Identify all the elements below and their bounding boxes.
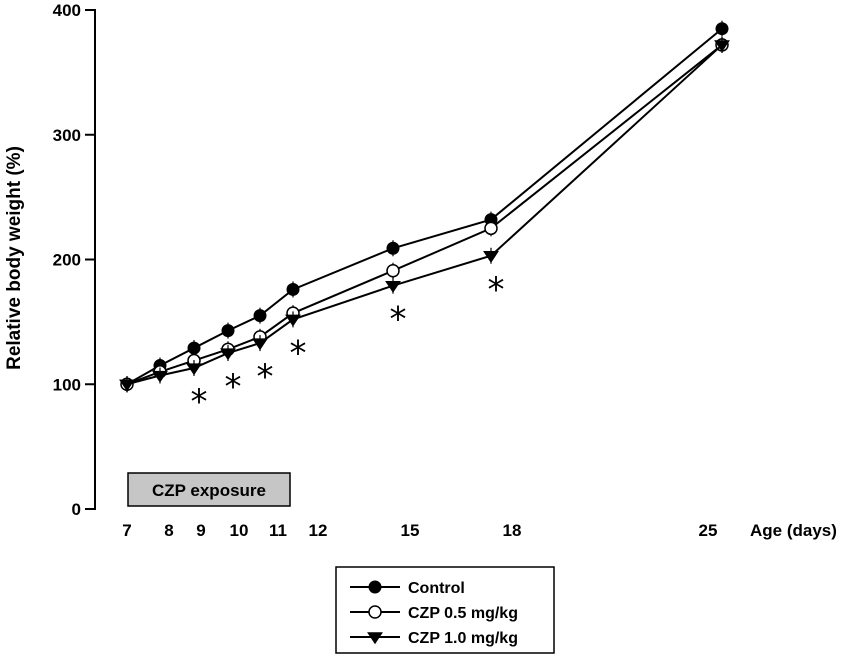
data-point-0-4 xyxy=(253,309,267,323)
data-point-0-3 xyxy=(221,324,235,338)
x-tick-label-15: 15 xyxy=(401,521,420,540)
data-point-2-8 xyxy=(714,40,730,53)
y-tick-label-200: 200 xyxy=(53,251,81,270)
significance-marker-12: * xyxy=(290,333,307,373)
data-point-1-6 xyxy=(386,263,400,278)
exposure-box-group: CZP exposure xyxy=(127,472,291,507)
y-tick-label-300: 300 xyxy=(53,126,81,145)
legend-group: Control CZP 0.5 mg/kg CZP 1.0 mg/kg xyxy=(335,566,555,654)
data-point-0-6 xyxy=(386,241,400,255)
x-tick-label-8: 8 xyxy=(164,521,173,540)
exposure-box xyxy=(127,472,291,507)
y-axis-title: Relative body weight (%) xyxy=(4,146,25,370)
legend-marker-1 xyxy=(368,605,382,619)
data-point-2-2 xyxy=(186,363,202,376)
x-tick-label-25: 25 xyxy=(699,521,718,540)
significance-marker-11: * xyxy=(257,357,274,397)
x-tick-label-10: 10 xyxy=(230,521,249,540)
legend-label-2: CZP 1.0 mg/kg xyxy=(408,630,518,647)
x-tick-label-18: 18 xyxy=(503,521,522,540)
x-axis-title: Age (days) xyxy=(750,521,837,540)
x-tick-label-9: 9 xyxy=(196,521,205,540)
y-tick-label-100: 100 xyxy=(53,375,81,394)
x-tick-label-12: 12 xyxy=(309,521,328,540)
data-point-0-2 xyxy=(187,341,201,355)
data-point-2-3 xyxy=(220,348,236,361)
series-line-0 xyxy=(126,27,723,386)
series-group xyxy=(119,20,730,393)
data-point-2-0 xyxy=(119,379,135,392)
series-line-1 xyxy=(126,44,723,386)
legend-label-0: Control xyxy=(408,580,465,597)
significance-marker-18: * xyxy=(488,270,505,310)
data-point-2-4 xyxy=(252,338,268,351)
y-tick-label-400: 400 xyxy=(53,1,81,20)
legend-marker-2 xyxy=(367,632,383,645)
exposure-label: CZP exposure xyxy=(152,481,266,500)
legend-label-1: CZP 0.5 mg/kg xyxy=(408,605,518,622)
data-point-0-5 xyxy=(286,282,300,296)
data-point-0-8 xyxy=(715,22,729,36)
x-tick-label-7: 7 xyxy=(122,521,131,540)
significance-marker-15: * xyxy=(390,300,407,340)
significance-group: * * * * * * xyxy=(191,270,505,422)
data-point-2-1 xyxy=(152,370,168,383)
data-point-2-6 xyxy=(385,280,401,293)
series-line-2 xyxy=(126,44,723,386)
data-point-2-5 xyxy=(285,314,301,327)
significance-marker-10: * xyxy=(225,367,242,407)
axes-group: 0 100 200 300 400 7 8 9 10 11 12 15 18 25 xyxy=(53,1,718,540)
data-point-1-7 xyxy=(484,221,498,236)
x-tick-label-11: 11 xyxy=(269,521,287,540)
significance-marker-9: * xyxy=(191,382,208,422)
data-point-2-7 xyxy=(483,251,499,263)
legend-marker-0 xyxy=(368,580,382,594)
y-tick-label-0: 0 xyxy=(72,500,81,519)
